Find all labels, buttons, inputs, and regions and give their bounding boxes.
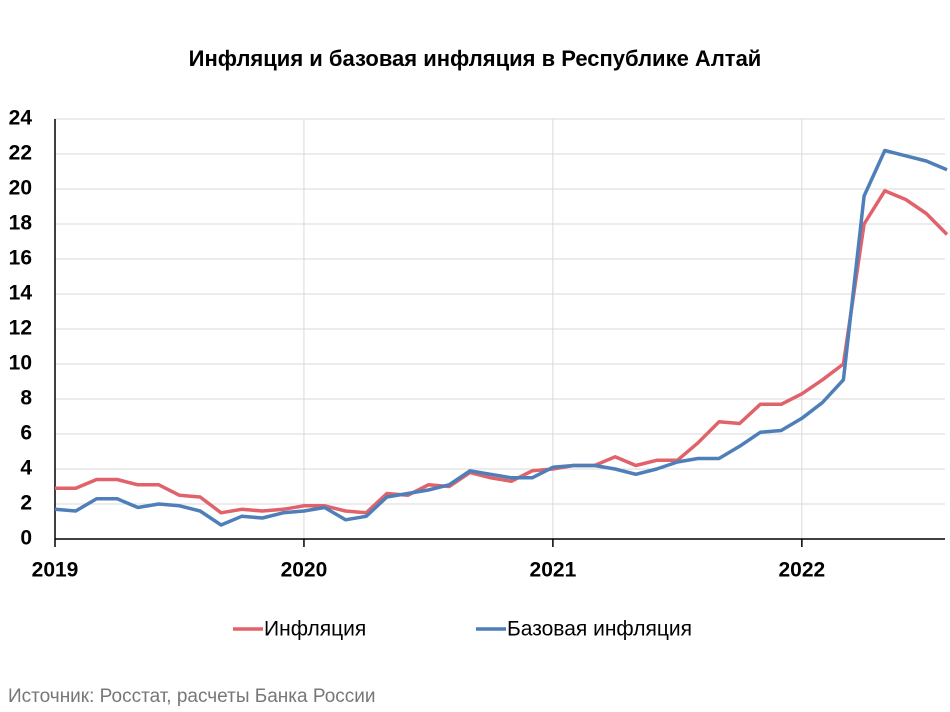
y-tick-label: 24 xyxy=(9,107,33,130)
chart-title: Инфляция и базовая инфляция в Республике… xyxy=(189,46,762,71)
y-tick-label: 22 xyxy=(9,142,32,165)
y-tick-label: 6 xyxy=(20,422,32,445)
y-tick-label: 16 xyxy=(9,247,32,270)
y-tick-label: 2 xyxy=(20,492,32,515)
y-tick-label: 8 xyxy=(20,387,32,410)
x-tick-label: 2022 xyxy=(778,559,825,582)
series-line xyxy=(54,148,948,527)
series-line xyxy=(55,189,949,515)
y-tick-label: 20 xyxy=(9,177,32,200)
legend-label: Инфляция xyxy=(264,618,366,641)
y-tick-label: 0 xyxy=(20,527,32,550)
legend-label: Базовая инфляция xyxy=(507,618,692,641)
y-tick-label: 4 xyxy=(20,457,32,480)
y-tick-label: 14 xyxy=(9,282,33,305)
y-tick-label: 12 xyxy=(9,317,32,340)
x-tick-label: 2021 xyxy=(530,559,577,582)
x-tick-label: 2020 xyxy=(281,559,328,582)
source-note: Источник: Росстат, расчеты Банка России xyxy=(8,686,376,707)
y-tick-label: 18 xyxy=(9,212,33,235)
x-tick-label: 2019 xyxy=(32,559,79,582)
y-tick-label: 10 xyxy=(9,352,32,375)
